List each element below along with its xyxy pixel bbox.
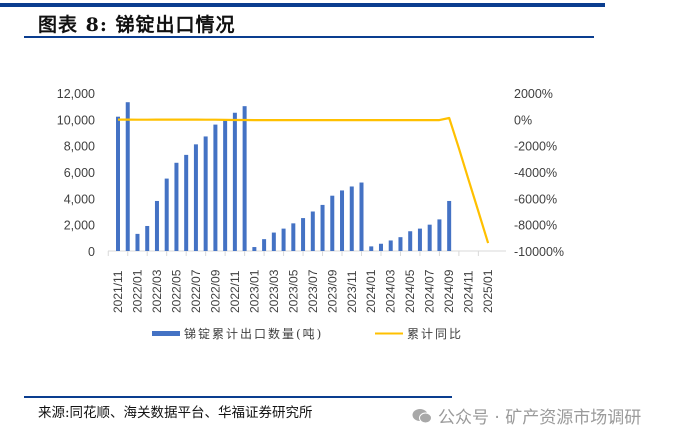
wechat-icon <box>412 408 432 424</box>
bar <box>154 200 159 251</box>
bar <box>310 211 315 251</box>
x-tick-label: 2024/01 <box>364 269 378 313</box>
bar <box>408 231 413 251</box>
x-axis-ticks: 2021/11 2022/01 2022/03 2022/05 2022/07 2022/… <box>107 251 495 313</box>
legend-bar-label: 锑锭累计出口数量(吨) <box>184 326 323 341</box>
left-tick-label: 2,000 <box>64 219 95 233</box>
bar <box>164 178 169 251</box>
bar <box>232 112 237 251</box>
bar <box>125 102 130 251</box>
x-tick-label: 2023/05 <box>286 269 300 313</box>
bar <box>359 182 364 251</box>
x-tick-label: 2024/11 <box>462 270 476 313</box>
right-tick-label: 0% <box>514 113 532 127</box>
bar <box>116 116 120 251</box>
right-tick-label: -10000% <box>514 245 564 259</box>
top-accent-bar <box>0 3 605 7</box>
bar <box>369 246 374 251</box>
bar <box>262 239 267 251</box>
bar <box>203 136 208 251</box>
x-tick-label: 2023/01 <box>247 269 261 313</box>
bar <box>349 186 354 251</box>
x-tick-label: 2022/07 <box>189 269 203 313</box>
bar <box>174 162 179 251</box>
legend-bar-swatch <box>152 331 180 336</box>
left-tick-label: 12,000 <box>57 87 95 101</box>
x-tick-label: 2024/03 <box>384 269 398 313</box>
watermark: 公众号 · 矿产资源市场调研 <box>412 403 641 428</box>
x-tick-label: 2024/05 <box>403 269 417 313</box>
x-tick-label: 2022/01 <box>130 269 144 313</box>
bar <box>242 106 247 252</box>
bar <box>417 228 422 251</box>
left-tick-label: 8,000 <box>64 140 95 154</box>
bar <box>388 240 393 251</box>
x-tick-label: 2022/11 <box>228 270 242 313</box>
bar <box>223 119 228 251</box>
right-tick-label: 2000% <box>514 87 553 101</box>
combo-chart: 0 2,000 4,000 6,000 8,000 10,000 12,000 -10000… <box>57 87 564 341</box>
bar <box>291 223 296 251</box>
x-tick-label: 2023/09 <box>325 269 339 313</box>
x-tick-label: 2025/01 <box>481 269 495 313</box>
bar <box>320 204 325 251</box>
x-tick-label: 2022/05 <box>169 269 183 313</box>
left-y-axis: 0 2,000 4,000 6,000 8,000 10,000 12,000 <box>57 87 95 259</box>
legend: 锑锭累计出口数量(吨) 累计同比 <box>152 326 463 341</box>
bar <box>447 200 452 251</box>
bar <box>135 233 140 251</box>
bar <box>340 190 345 251</box>
x-tick-label: 2022/09 <box>208 269 222 313</box>
x-tick-label: 2023/11 <box>345 270 359 313</box>
bar <box>213 124 218 251</box>
bar <box>330 195 335 251</box>
legend-line-label: 累计同比 <box>407 327 463 341</box>
bar <box>427 224 432 251</box>
figure-title: 图表 8: 锑锭出口情况 <box>38 14 236 36</box>
left-tick-label: 0 <box>88 245 95 259</box>
bar <box>184 154 189 251</box>
bar <box>252 247 257 251</box>
right-tick-label: -4000% <box>514 166 557 180</box>
bar <box>437 219 442 251</box>
x-tick-label: 2022/03 <box>150 269 164 313</box>
right-tick-label: -6000% <box>514 192 557 206</box>
x-tick-label: 2023/03 <box>267 269 281 313</box>
bar <box>271 232 276 251</box>
yoy-line-series <box>118 116 490 244</box>
right-tick-label: -2000% <box>514 140 557 154</box>
bar <box>378 243 383 251</box>
left-tick-label: 6,000 <box>64 166 95 180</box>
x-tick-label: 2023/07 <box>306 269 320 313</box>
bar <box>193 144 198 251</box>
bar <box>398 237 403 251</box>
source-divider <box>24 396 452 398</box>
right-tick-label: -8000% <box>514 219 557 233</box>
title-divider <box>24 36 594 38</box>
right-y-axis: -10000% -8000% -6000% -4000% -2000% 0% 2000% <box>514 87 564 259</box>
x-tick-label: 2021/11 <box>111 270 125 313</box>
bar-series <box>116 102 452 252</box>
left-tick-label: 10,000 <box>57 113 95 127</box>
watermark-text: 公众号 · 矿产资源市场调研 <box>438 408 642 428</box>
x-tick-label: 2024/07 <box>423 269 437 313</box>
x-tick-label: 2024/09 <box>442 269 456 313</box>
source-note: 来源:同花顺、海关数据平台、华福证券研究所 <box>38 405 313 421</box>
left-tick-label: 4,000 <box>64 192 95 206</box>
bar <box>281 228 286 251</box>
bar <box>301 218 306 251</box>
bar <box>145 225 150 251</box>
